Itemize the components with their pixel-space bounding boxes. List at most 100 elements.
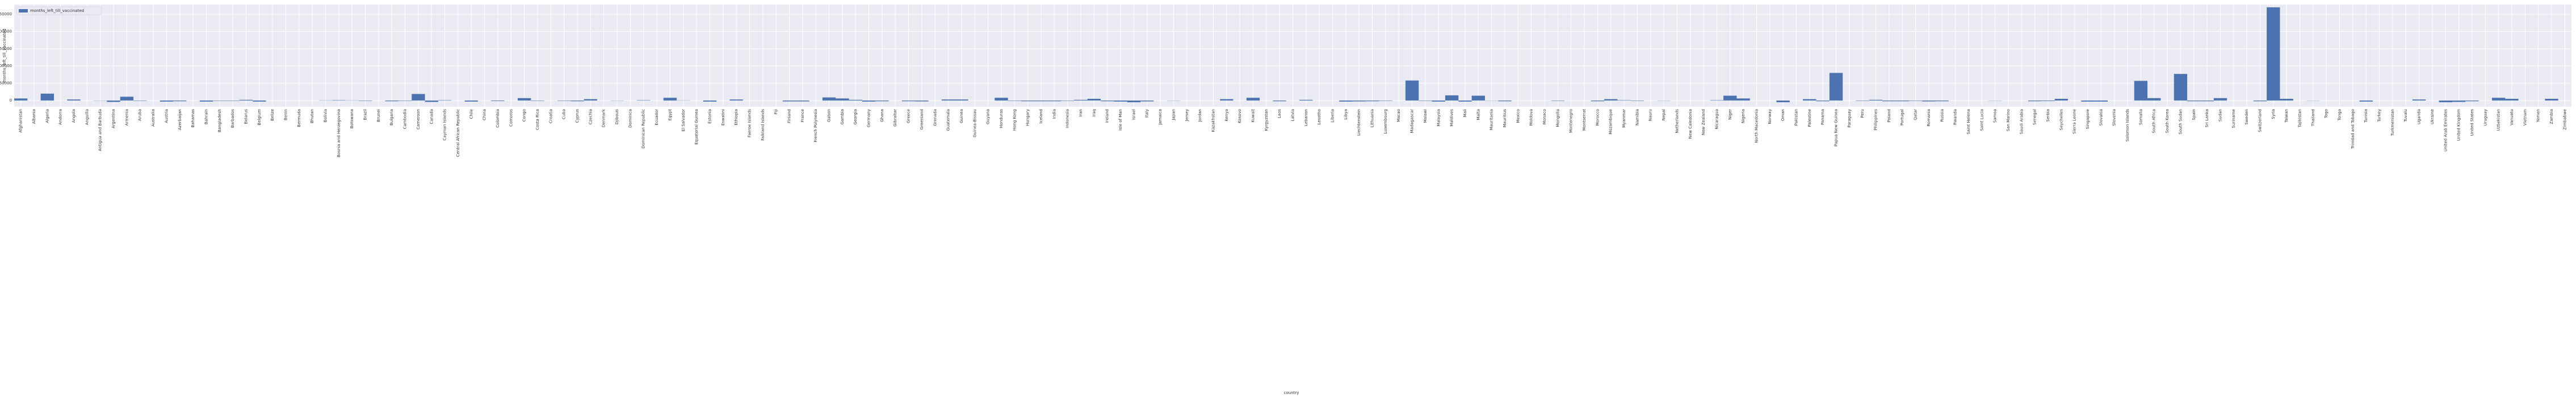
x-tick-label: Norway: [1768, 109, 1772, 124]
x-tick-label: Senegal: [2033, 109, 2037, 125]
x-tick-label: Belize: [270, 109, 275, 121]
bar: [464, 100, 478, 102]
bar: [2041, 100, 2055, 101]
x-tick-label: Guinea: [959, 109, 964, 123]
x-tick-label: Malta: [1476, 109, 1480, 120]
bar: [2094, 100, 2108, 102]
x-tick-label: Costa Rica: [535, 109, 540, 130]
bar: [2439, 100, 2452, 103]
x-tick-label: Nicaragua: [1714, 109, 1719, 129]
x-tick-label: Namibia: [1635, 109, 1639, 125]
x-tick-label: Barbados: [230, 109, 235, 128]
x-tick-label: Mongolia: [1555, 109, 1560, 127]
x-tick-label: Sri Lanka: [2205, 109, 2209, 127]
x-tick-label: Grenada: [933, 109, 937, 126]
bar: [491, 100, 505, 101]
x-tick-label: Finland: [787, 109, 792, 123]
x-tick-label: South Africa: [2152, 109, 2157, 133]
x-tick-label: Equatorial Guinea: [694, 109, 699, 145]
x-tick-label: Somalia: [2138, 109, 2143, 125]
x-tick-label: Ghana: [880, 109, 884, 122]
bar: [1816, 100, 1830, 102]
x-tick-label: Germany: [867, 109, 871, 127]
x-tick-label: Greenland: [920, 109, 924, 129]
bar: [1140, 100, 1154, 102]
bar: [67, 99, 81, 101]
x-tick-label: Albania: [32, 109, 36, 124]
x-tick-label: Peru: [1860, 109, 1865, 118]
x-tick-label: Mexico: [1516, 109, 1520, 123]
bar: [862, 100, 876, 102]
x-tick-label: Israel: [1131, 109, 1136, 120]
x-tick-label: United Arab Emirates: [2443, 109, 2448, 152]
bar: [663, 98, 677, 101]
x-tick-label: Nigeria: [1741, 109, 1746, 123]
bar: [1922, 100, 1936, 102]
bar: [2545, 99, 2558, 101]
x-tick-label: Niger: [1728, 109, 1732, 120]
x-tick-label: Armenia: [124, 109, 129, 125]
x-tick-label: Bermuda: [297, 109, 301, 127]
bar: [1220, 99, 1234, 101]
bar: [995, 98, 1008, 101]
x-tick-label: Trinidad and Tobago: [2351, 109, 2355, 149]
x-tick-label: Nauru: [1648, 109, 1653, 121]
bar: [2200, 100, 2214, 102]
bar: [253, 100, 266, 102]
x-tick-label: Morocco: [1595, 109, 1600, 125]
x-tick-label: Tonga: [2338, 109, 2342, 122]
x-tick-label: Kosovo: [1237, 109, 1242, 123]
x-tick-label: Colombia: [496, 109, 500, 128]
bar: [703, 100, 717, 102]
x-tick-label: Dominica: [628, 109, 632, 128]
x-tick-label: United Kingdom: [2457, 109, 2461, 141]
x-tick-label: Panama: [1820, 109, 1825, 125]
x-tick-label: Netherlands: [1675, 109, 1679, 133]
x-tick-label: Zambia: [2549, 109, 2554, 124]
x-tick-label: China: [483, 109, 487, 120]
x-tick-label: Cambodia: [403, 109, 408, 129]
x-tick-label: Jamaica: [1158, 109, 1163, 125]
bar: [836, 98, 849, 101]
x-tick-label: Chile: [469, 109, 473, 119]
x-tick-label: Tunisia: [2364, 109, 2368, 123]
x-tick-label: Zimbabwe: [2562, 109, 2567, 130]
x-tick-label: Afghanistan: [19, 109, 23, 133]
x-tick-label: Isle of Man: [1118, 109, 1123, 131]
x-tick-label: Yemen: [2536, 109, 2541, 123]
x-tick-label: Lebanon: [1304, 109, 1308, 126]
bar: [1114, 100, 1127, 102]
bar: [2359, 100, 2373, 102]
bar: [1445, 95, 1459, 101]
bar: [1008, 100, 1021, 101]
x-tick-label: Egypt: [668, 109, 672, 120]
bar: [531, 100, 544, 101]
x-tick-label: Gibraltar: [893, 109, 897, 127]
x-tick-label: San Marino: [2006, 109, 2011, 131]
bar: [1273, 100, 1286, 102]
x-tick-label: Oman: [1781, 109, 1785, 121]
x-tick-label: Faeroe Islands: [747, 109, 752, 137]
x-tick-label: Taiwan: [2284, 109, 2289, 123]
x-tick-label: Serbia: [2046, 109, 2050, 122]
x-tick-label: Belgium: [257, 109, 262, 125]
x-tick-label: Philippines: [1874, 109, 1878, 131]
x-tick-label: Montserrat: [1582, 109, 1587, 131]
x-tick-label: Saudi Arabia: [2019, 109, 2024, 134]
bar: [1419, 100, 1432, 101]
x-tick-label: Lithuania: [1370, 109, 1375, 127]
bar: [160, 100, 174, 102]
bar: [398, 100, 412, 101]
x-tick-label: Greece: [907, 109, 911, 123]
x-tick-label: Togo: [2324, 109, 2329, 119]
bar: [2505, 99, 2519, 101]
bar: [1803, 99, 1816, 101]
x-tick-label: Mauritius: [1503, 109, 1507, 128]
bar: [2412, 99, 2426, 101]
x-tick-label: Turkey: [2377, 109, 2382, 123]
y-tick-label: 100000: [0, 64, 12, 68]
bar: [425, 100, 438, 102]
bar: [1034, 100, 1048, 102]
x-tick-label: France: [800, 109, 805, 122]
x-tick-label: Latvia: [1291, 109, 1295, 121]
